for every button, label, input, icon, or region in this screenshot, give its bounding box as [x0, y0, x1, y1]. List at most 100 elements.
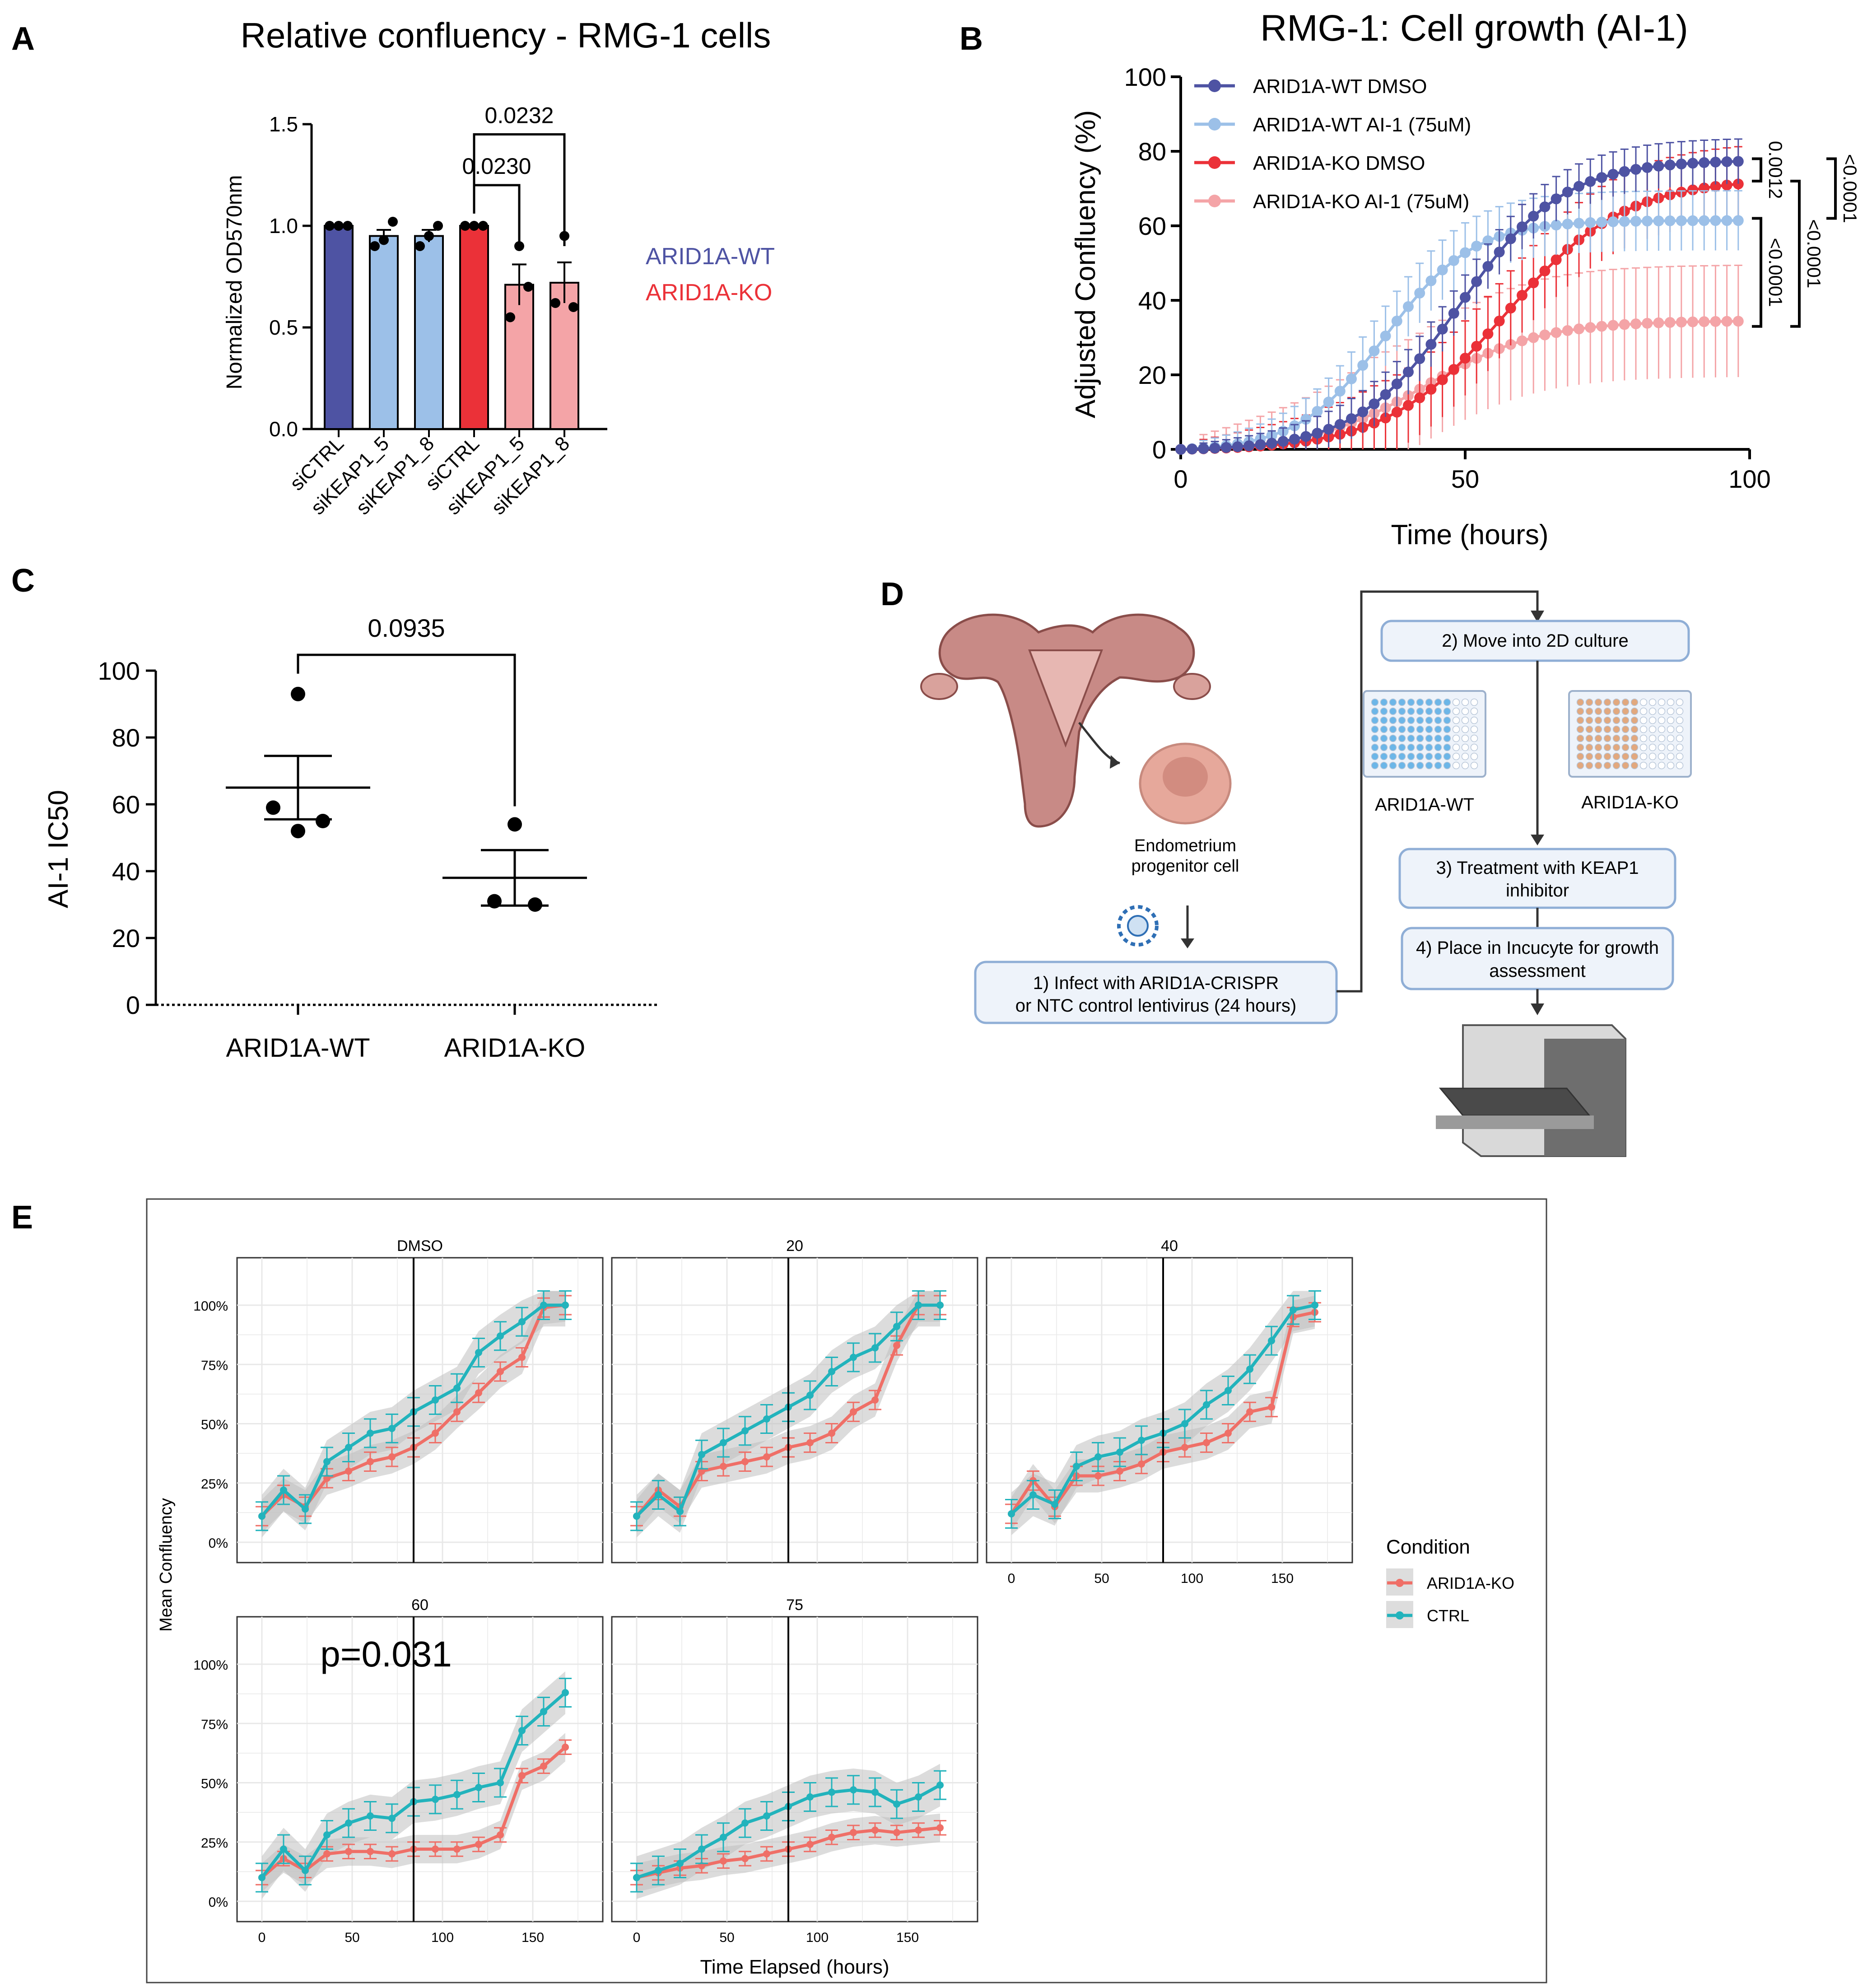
- plate-well: [1371, 734, 1379, 742]
- plate-well: [1648, 734, 1657, 742]
- panel-e-point: [893, 1323, 900, 1330]
- panel-b-point: [1607, 320, 1619, 331]
- plate-well: [1612, 734, 1621, 742]
- panel-b-point: [1585, 322, 1596, 333]
- panel-e-legend: ARID1A-KO CTRL: [1386, 1568, 1514, 1628]
- panel-a-point: [460, 221, 470, 231]
- panel-b-point: [1448, 255, 1459, 266]
- panel-b: B RMG-1: Cell growth (AI-1) Time (hours)…: [959, 8, 1858, 551]
- panel-b-point: [1574, 218, 1584, 229]
- panel-b-point: [1630, 215, 1641, 227]
- plate-well: [1676, 725, 1684, 733]
- panel-b-point: [1380, 389, 1391, 400]
- panel-e-point: [698, 1845, 705, 1853]
- panel-e-ytick-label: 25%: [201, 1477, 228, 1492]
- panel-c-point: [508, 817, 522, 832]
- panel-e-point: [518, 1318, 526, 1325]
- panel-e-point: [323, 1458, 331, 1465]
- plate-well: [1470, 761, 1478, 770]
- plate-well: [1658, 752, 1666, 761]
- panel-e-point: [540, 1302, 547, 1309]
- panel-b-point: [1471, 276, 1482, 287]
- panel-b-point: [1460, 247, 1471, 258]
- panel-e-point: [676, 1860, 684, 1867]
- panel-e-point: [562, 1302, 569, 1309]
- panel-e-ytick-label: 50%: [201, 1418, 228, 1433]
- panel-e-point: [475, 1784, 482, 1791]
- panel-b-point: [1334, 386, 1346, 397]
- plate-well: [1416, 698, 1424, 706]
- panel-b-point: [1619, 166, 1630, 177]
- plate-well: [1371, 743, 1379, 751]
- step-2-box: [1380, 620, 1690, 662]
- panel-b-point: [1642, 215, 1653, 227]
- panel-e-xtick-label: 100: [806, 1930, 829, 1945]
- panel-e-point: [871, 1826, 879, 1834]
- panel-e-legend-label: CTRL: [1427, 1606, 1469, 1625]
- plate-well: [1639, 743, 1648, 751]
- panel-e-point: [1203, 1401, 1210, 1409]
- plate-well: [1621, 707, 1630, 715]
- panel-e-point: [432, 1845, 439, 1853]
- panel-b-point: [1346, 413, 1357, 425]
- panel-e-point: [388, 1850, 396, 1857]
- plate-well: [1443, 743, 1451, 751]
- panel-b-point: [1676, 317, 1687, 328]
- plate-well: [1470, 734, 1478, 742]
- panel-e-facet-title: 20: [786, 1237, 803, 1255]
- panel-b-point: [1300, 414, 1312, 425]
- panel-e-ytick-label: 0%: [209, 1895, 228, 1910]
- pointer-line: [1078, 722, 1120, 765]
- plate-well: [1452, 752, 1460, 761]
- panel-b-legend-label: ARID1A-WT DMSO: [1253, 75, 1427, 98]
- plate-well: [1576, 707, 1584, 715]
- panel-e-point: [828, 1368, 835, 1375]
- panel-b-point: [1653, 160, 1664, 172]
- panel-b-point: [1687, 316, 1698, 327]
- panel-b-point: [1699, 157, 1710, 168]
- panel-b-xtick-label: 50: [1451, 465, 1479, 493]
- panel-e-point: [741, 1458, 749, 1465]
- panel-e-ytick-label: 50%: [201, 1777, 228, 1792]
- panel-c-category-label: ARID1A-KO: [444, 1033, 586, 1063]
- panel-b-legend-marker: [1208, 195, 1221, 207]
- lentivirus-icon: [1117, 905, 1159, 947]
- plate-well: [1630, 761, 1639, 770]
- plate-well: [1380, 716, 1388, 724]
- panel-b-point: [1562, 219, 1573, 230]
- plate-well: [1612, 725, 1621, 733]
- plate-well: [1658, 761, 1666, 770]
- panel-e-xtick-label: 100: [431, 1930, 454, 1945]
- plate-well: [1425, 761, 1433, 770]
- plate-well: [1621, 734, 1630, 742]
- panel-b-point: [1585, 217, 1596, 228]
- panel-b-point: [1425, 339, 1437, 350]
- panel-b-point: [1277, 436, 1289, 447]
- panel-e-point: [367, 1458, 374, 1465]
- panel-b-point: [1710, 181, 1721, 192]
- panel-b-ytick-label: 80: [1138, 137, 1166, 166]
- plate-well: [1398, 761, 1406, 770]
- plate-well: [1425, 743, 1433, 751]
- plate-wt-label: ARID1A-WT: [1375, 795, 1474, 815]
- plate-well: [1648, 716, 1657, 724]
- panel-e-point: [1008, 1510, 1015, 1517]
- panel-b-point: [1653, 215, 1664, 227]
- panel-c-ytick-label: 20: [112, 924, 140, 952]
- plate-well: [1434, 725, 1442, 733]
- panel-e-point: [828, 1834, 835, 1841]
- panel-e-point: [763, 1415, 770, 1423]
- panel-b-point: [1710, 316, 1721, 327]
- plate-arid1a-wt: [1363, 690, 1486, 778]
- panel-b-point: [1607, 216, 1619, 228]
- panel-c-ytick-label: 60: [112, 790, 140, 819]
- panel-e-point: [497, 1831, 504, 1839]
- panel-e-xtick-label: 50: [345, 1930, 359, 1945]
- plate-well: [1425, 734, 1433, 742]
- panel-b-point: [1471, 241, 1482, 252]
- panel-e-facet: 75 0 50 100 150: [611, 1596, 978, 1945]
- panel-b-stat-label: <0.0001: [1803, 219, 1825, 288]
- panel-b-point: [1721, 215, 1732, 226]
- panel-a-comparison-bracket: [473, 133, 566, 246]
- plate-well: [1461, 698, 1469, 706]
